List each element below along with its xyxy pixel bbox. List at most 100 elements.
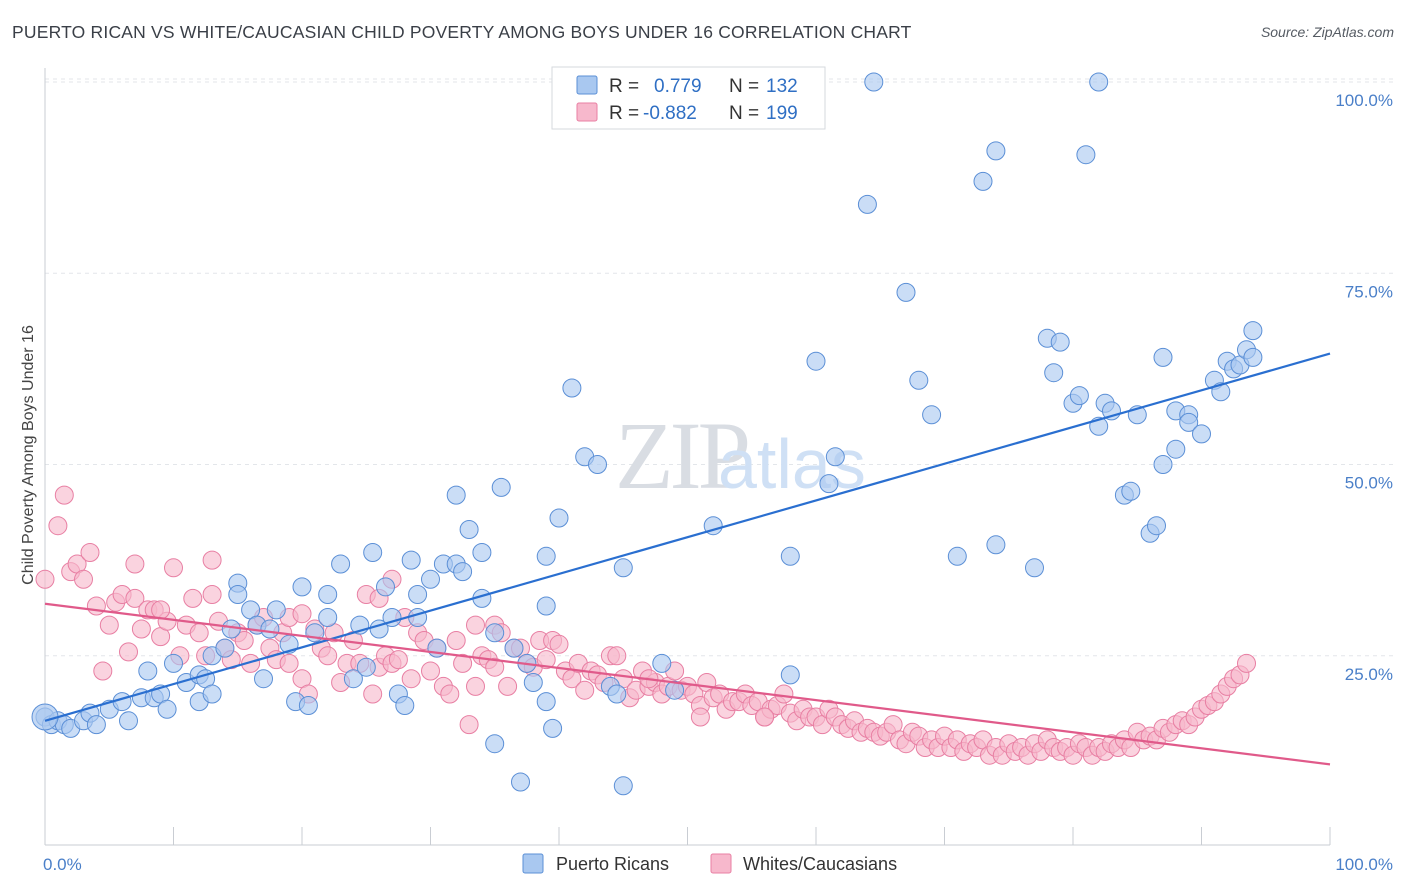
puerto-rican-point [864,72,884,92]
puerto-rican-point [806,351,826,371]
puerto-rican-point [376,577,395,597]
white-point [466,676,485,696]
white-point [234,631,254,650]
puerto-rican-point [119,711,138,731]
puerto-rican-point [266,600,286,620]
puerto-rican-point [254,669,273,689]
puerto-rican-point [543,718,563,738]
puerto-rican-point [318,585,338,604]
x-tick-label-min: 0.0% [43,855,82,874]
puerto-rican-point [986,141,1006,161]
white-point [690,707,710,727]
chart-source: Source: ZipAtlas.com [1260,24,1394,40]
legend-r-value-1: 0.779 [654,76,702,97]
y-tick-label: 75.0% [1345,282,1393,301]
legend-n-value-1: 132 [766,76,798,97]
white-point [202,585,222,604]
puerto-rican-point [504,638,524,658]
white-point [35,569,55,589]
series-legend: Puerto Ricans Whites/Caucasians [522,853,897,874]
puerto-rican-point [1153,455,1173,474]
puerto-rican-point [363,543,383,562]
puerto-rican-point [536,546,556,566]
puerto-rican-point [523,673,543,692]
puerto-rican-point [1076,145,1096,165]
white-point [48,516,68,536]
watermark-atlas: atlas [718,425,866,503]
bottom-legend-swatch-puerto-ricans [522,853,544,874]
puerto-rican-point [157,699,177,719]
puerto-rican-point [973,171,993,191]
puerto-rican-point [613,776,633,796]
puerto-rican-point [395,696,415,715]
white-point [498,676,518,696]
white-point [99,615,119,635]
legend-n-value-2: 199 [766,103,798,124]
white-point [119,642,138,662]
puerto-rican-point [356,657,376,677]
puerto-rican-point [562,378,582,398]
white-point [86,596,106,616]
white-point [74,569,93,589]
white-point [363,684,383,704]
legend-swatch-puerto-ricans [576,75,598,95]
white-point [575,680,595,700]
white-point [241,653,261,673]
puerto-rican-point [472,543,492,562]
white-point [292,604,312,624]
puerto-rican-point [138,661,158,681]
puerto-rican-point [318,608,338,627]
puerto-rican-point [1147,516,1166,536]
puerto-rican-point [819,474,839,494]
puerto-rican-point [221,619,241,639]
white-point [421,661,440,681]
puerto-rican-point [31,703,59,731]
puerto-rican-point [1192,424,1211,444]
white-point [401,669,421,689]
puerto-rican-point [857,194,877,214]
legend-n-label-2: N = [729,103,759,124]
puerto-rican-point [1025,558,1044,578]
white-point [125,588,145,608]
puerto-rican-point [164,653,183,673]
puerto-rican-point [1153,347,1173,367]
puerto-rican-point [408,585,428,604]
puerto-rican-point [986,535,1006,555]
correlation-legend: R = 0.779 N = 132 R = -0.882 N = 199 [551,66,826,130]
puerto-rican-point [1243,347,1263,367]
puerto-rican-point [549,508,569,528]
legend-r-label-1: R = [609,76,639,97]
x-tick-label-max: 100.0% [1335,855,1393,874]
white-point [453,653,473,673]
puerto-rican-point [1069,386,1089,406]
y-tick-labels: 25.0% 50.0% 75.0% 100.0% [1335,91,1393,684]
puerto-rican-point [1121,481,1141,501]
white-point [93,661,113,681]
puerto-rican-point [202,684,222,704]
white-point [318,646,338,666]
y-tick-label: 100.0% [1335,91,1393,110]
white-point [131,619,151,639]
trendline-puerto-ricans [44,352,1331,722]
puerto-rican-point [453,562,473,582]
y-axis-label: Child Poverty Among Boys Under 16 [20,325,37,585]
puerto-rican-point [446,485,466,505]
puerto-rican-point [86,715,106,735]
white-point [440,684,460,704]
white-point [755,707,775,727]
puerto-rican-point [896,282,916,302]
white-point [80,543,100,562]
white-point [279,653,299,673]
watermark-zip: ZIP [615,402,748,509]
puerto-rican-point [613,558,633,578]
puerto-rican-point [343,669,363,689]
white-point [125,554,145,574]
white-point [466,615,485,635]
chart-title: PUERTO RICAN VS WHITE/CAUCASIAN CHILD PO… [12,22,912,42]
puerto-rican-point [536,692,556,712]
white-point [183,588,203,608]
puerto-rican-point [485,734,505,754]
grid-lines [45,78,1395,657]
puerto-rican-point [909,370,929,390]
white-point [459,715,479,735]
